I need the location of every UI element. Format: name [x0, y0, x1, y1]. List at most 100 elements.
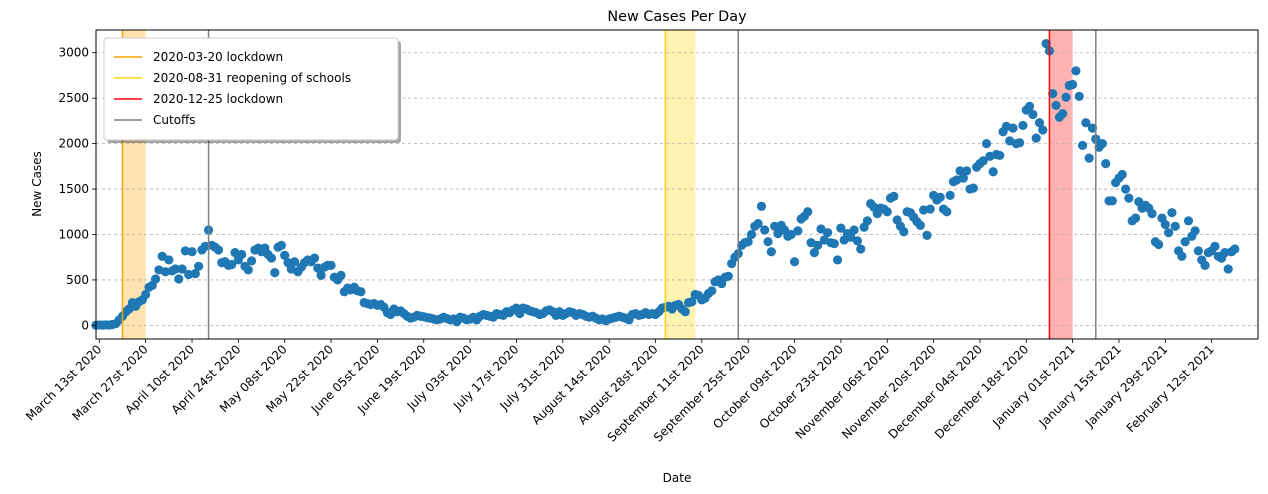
data-point — [832, 255, 843, 265]
data-point — [852, 236, 863, 246]
x-tick-label: January 29st 2021 — [1082, 342, 1170, 430]
data-point — [270, 268, 280, 278]
data-point — [1147, 208, 1157, 219]
data-point — [945, 190, 955, 201]
event-span-1 — [665, 30, 696, 339]
data-point — [356, 287, 366, 297]
data-point — [793, 226, 803, 236]
data-point — [789, 257, 800, 267]
data-point — [763, 237, 773, 247]
data-point — [1200, 260, 1210, 270]
data-point — [1018, 120, 1028, 131]
data-point — [756, 201, 767, 211]
data-point — [995, 150, 1005, 161]
data-point — [170, 264, 181, 274]
x-tick-label: October 23st 2020 — [757, 342, 846, 431]
data-point — [1028, 109, 1038, 120]
data-point — [968, 183, 978, 193]
data-point — [316, 270, 326, 280]
data-point — [1081, 118, 1091, 128]
legend-label-1: 2020-08-31 reopening of schools — [153, 71, 351, 85]
data-point — [1008, 123, 1018, 133]
data-point — [1193, 246, 1204, 256]
data-point — [687, 297, 697, 307]
data-point — [1180, 237, 1190, 247]
data-point — [1068, 79, 1078, 90]
data-point — [1124, 193, 1134, 203]
data-point — [1160, 219, 1170, 230]
data-point — [836, 223, 846, 233]
x-tick-label: December 04st 2020 — [886, 342, 985, 441]
x-tick-label: November 06st 2020 — [793, 342, 893, 442]
data-point — [882, 207, 892, 217]
legend-label-2: 2020-12-25 lockdown — [153, 92, 283, 106]
data-point — [150, 274, 161, 284]
x-tick-label: January 01st 2021 — [989, 342, 1077, 430]
data-point — [243, 265, 253, 275]
data-point — [1071, 66, 1081, 76]
x-axis-title: Date — [663, 471, 692, 485]
data-point — [753, 218, 763, 229]
data-point — [164, 255, 174, 265]
data-point — [1034, 118, 1045, 128]
data-point — [1087, 123, 1098, 133]
data-point — [177, 264, 187, 274]
data-point — [1170, 221, 1180, 231]
data-point — [942, 207, 952, 217]
data-point — [174, 274, 184, 284]
data-point — [680, 307, 690, 317]
data-point — [1167, 208, 1177, 218]
data-point — [766, 247, 776, 257]
data-point — [1074, 91, 1084, 101]
y-tick-label: 500 — [66, 273, 89, 287]
data-point — [1024, 101, 1035, 111]
y-tick-label: 1000 — [58, 227, 89, 241]
y-axis-title: New Cases — [30, 151, 44, 217]
data-point — [1223, 264, 1233, 274]
legend: 2020-03-20 lockdown 2020-08-31 reopening … — [103, 37, 401, 143]
data-point — [190, 268, 200, 279]
data-point — [915, 220, 925, 230]
data-point — [899, 227, 909, 237]
data-point — [1101, 158, 1111, 169]
data-point — [707, 286, 717, 296]
data-point — [1015, 138, 1025, 148]
data-point — [823, 228, 833, 238]
event-span-2 — [1049, 30, 1073, 339]
data-point — [958, 173, 968, 183]
data-point — [962, 166, 972, 176]
data-point — [1061, 92, 1071, 102]
data-point — [760, 225, 770, 235]
x-tick-label: October 09st 2020 — [710, 342, 799, 431]
data-point — [889, 191, 899, 201]
data-point — [276, 240, 286, 250]
data-point — [1031, 133, 1041, 143]
data-point — [1048, 89, 1058, 99]
data-point — [981, 139, 992, 149]
data-point — [935, 192, 945, 202]
data-point — [194, 261, 204, 271]
data-point — [141, 289, 151, 300]
data-point — [213, 245, 224, 255]
data-point — [849, 225, 859, 235]
data-point — [326, 260, 336, 270]
x-tick-label: August 28st 2020 — [575, 342, 660, 427]
data-point — [336, 270, 346, 280]
data-point — [743, 237, 753, 247]
data-point — [922, 230, 932, 240]
data-point — [187, 247, 197, 257]
x-tick-label: November 20st 2020 — [839, 342, 939, 442]
data-point — [1051, 100, 1061, 111]
y-tick-label: 2500 — [58, 91, 89, 105]
data-point — [1107, 196, 1117, 206]
data-point — [746, 229, 757, 240]
data-point — [862, 216, 872, 226]
y-tick-label: 0 — [81, 318, 89, 332]
data-point — [1190, 226, 1200, 236]
data-point — [1097, 139, 1108, 149]
data-point — [1164, 228, 1174, 238]
data-point — [1130, 213, 1141, 223]
data-point — [1117, 169, 1127, 180]
